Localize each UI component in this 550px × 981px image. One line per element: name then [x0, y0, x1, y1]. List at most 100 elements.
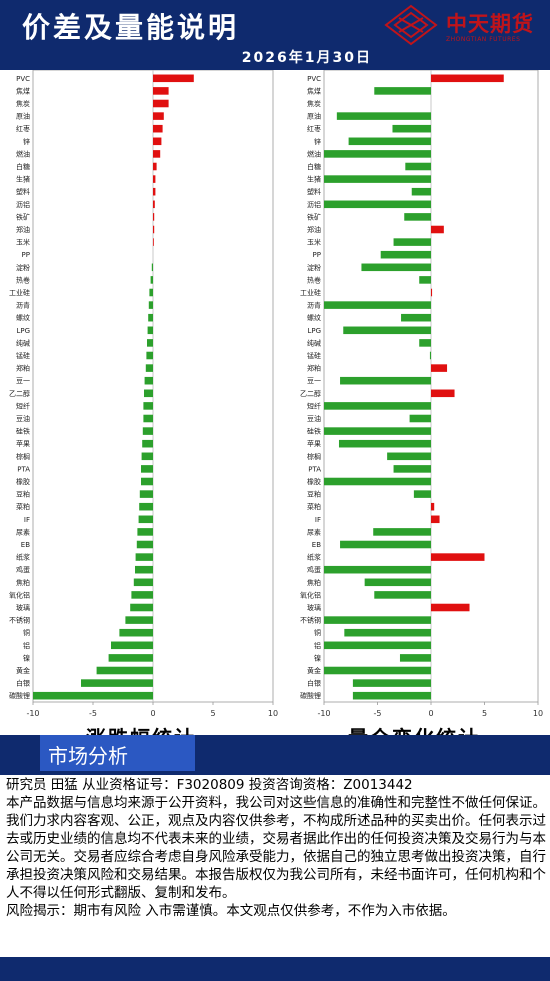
- left-chart-category-label: 碳酸锂: [9, 691, 30, 700]
- left-chart-bar: [143, 402, 153, 410]
- right-chart-category-label: 焦煤: [307, 86, 321, 95]
- left-chart-bar: [111, 641, 153, 650]
- right-chart-bar: [373, 528, 431, 536]
- right-chart-bar: [324, 666, 431, 675]
- right-chart-bar: [419, 339, 431, 347]
- left-chart-category-label: 乙二醇: [9, 389, 30, 398]
- left-chart-category-label: 淀粉: [16, 263, 30, 272]
- left-chart-category-label: 纯碱: [16, 338, 30, 347]
- right-chart-bar: [374, 87, 431, 95]
- right-chart-category-label: 豆粕: [307, 490, 321, 499]
- left-chart-bar: [142, 427, 153, 435]
- text-area: 研究员 田猛 从业资格证号：F3020809 投资咨询资格：Z0013442 本…: [6, 776, 546, 920]
- left-chart-category-label: 镍: [23, 653, 30, 662]
- right-chart-bar: [431, 225, 444, 234]
- left-chart-bar: [153, 238, 154, 246]
- logo-text: 中天期货: [446, 11, 534, 36]
- left-chart-category-label: 豆一: [16, 377, 30, 385]
- right-chart-category-label: 短纤: [307, 401, 321, 410]
- right-chart-category-label: PP: [313, 251, 321, 259]
- page-title: 价差及量能说明: [22, 11, 240, 44]
- right-chart-bar: [431, 502, 435, 511]
- right-chart-bar: [431, 288, 433, 297]
- left-chart-bar: [138, 515, 153, 524]
- right-chart-bar: [324, 616, 431, 624]
- right-chart-tick-label: 5: [482, 709, 487, 718]
- right-chart-bar: [364, 578, 431, 587]
- left-chart-bar: [141, 452, 153, 461]
- right-chart-bar: [380, 250, 431, 259]
- right-chart-category-label: 镍: [314, 653, 321, 662]
- left-chart-category-label: 鸡蛋: [16, 565, 30, 574]
- left-chart-category-label: 沥铝: [16, 200, 30, 209]
- left-chart-bar: [130, 603, 153, 612]
- left-chart-category-label: 焦粕: [16, 578, 30, 587]
- right-chart-bar: [405, 162, 431, 171]
- left-chart-bar: [151, 263, 153, 272]
- right-chart-category-label: 螺纹: [307, 313, 321, 322]
- company-logo-icon: [384, 4, 438, 46]
- report-date: 2026年1月30日: [241, 50, 372, 66]
- right-chart-category-label: PTA: [308, 465, 321, 473]
- right-chart-bar: [361, 263, 431, 272]
- right-chart-category-label: 菜粕: [307, 502, 321, 511]
- left-chart-bar: [144, 389, 153, 398]
- left-chart-bar: [131, 591, 153, 599]
- left-chart-category-label: 玉米: [16, 238, 30, 247]
- right-chart-tick-label: -5: [374, 709, 382, 718]
- right-chart-bar: [429, 351, 431, 360]
- left-chart-category-label: 锌: [23, 137, 30, 146]
- left-chart-bar: [153, 162, 157, 171]
- left-chart-bar: [141, 465, 153, 473]
- left-chart-category-label: 苹果: [16, 439, 30, 448]
- left-chart-bar: [153, 74, 194, 83]
- left-chart-category-label: 短纤: [16, 401, 30, 410]
- right-chart-category-label: 鸡蛋: [307, 565, 321, 574]
- left-chart-bar: [153, 137, 162, 146]
- left-chart-bar: [139, 490, 153, 498]
- right-chart-bar: [338, 439, 431, 448]
- left-chart-bar: [144, 376, 153, 385]
- header-bar: [0, 0, 550, 70]
- right-chart-bar: [399, 654, 431, 662]
- left-chart-category-label: 橡胶: [16, 477, 30, 486]
- right-chart-bar: [324, 150, 431, 158]
- right-chart-category-label: 铝: [314, 641, 321, 650]
- right-chart-category-label: EB: [312, 541, 321, 549]
- right-chart-category-label: 棕榈: [307, 452, 321, 461]
- right-chart-bar: [393, 238, 431, 246]
- right-chart-bar: [431, 74, 504, 83]
- right-chart-category-label: 沥铝: [307, 200, 321, 209]
- right-chart-category-label: 铁矿: [307, 212, 321, 221]
- right-chart-category-label: 白银: [307, 679, 321, 688]
- right-chart-bar: [431, 603, 470, 612]
- left-chart-category-label: 生猪: [16, 175, 30, 184]
- left-chart-bar: [153, 200, 155, 209]
- right-chart-bar: [324, 402, 431, 410]
- footer-bar: [0, 957, 550, 981]
- left-chart-category-label: 郑粕: [16, 364, 30, 373]
- right-chart-bar: [324, 175, 431, 183]
- right-chart-category-label: 豆一: [307, 377, 321, 385]
- right-chart-category-label: PVC: [307, 75, 321, 83]
- right-chart-bar: [409, 414, 431, 423]
- left-chart-category-label: 纸浆: [16, 553, 30, 562]
- left-chart-bar: [141, 477, 153, 486]
- left-chart-bar: [125, 616, 153, 624]
- right-chart-bar: [324, 427, 431, 435]
- left-chart-category-label: 沥青: [16, 301, 30, 310]
- left-chart-bar: [119, 628, 153, 637]
- left-chart-bar: [142, 439, 153, 448]
- right-chart-category-label: 焦粕: [307, 578, 321, 587]
- right-chart-bar: [431, 515, 440, 524]
- right-chart-category-label: 生猪: [307, 175, 321, 184]
- right-chart-category-label: 尿素: [307, 527, 321, 536]
- right-chart-category-label: 原油: [307, 112, 321, 121]
- right-chart-category-label: 白糖: [307, 162, 321, 171]
- researcher-info: 研究员 田猛 从业资格证号：F3020809 投资咨询资格：Z0013442: [6, 777, 413, 793]
- right-chart-category-label: LPG: [307, 327, 321, 335]
- right-chart-bar: [324, 565, 431, 574]
- left-chart-category-label: 焦炭: [16, 99, 30, 108]
- left-chart-bar: [153, 150, 161, 158]
- left-chart-bar: [147, 339, 153, 347]
